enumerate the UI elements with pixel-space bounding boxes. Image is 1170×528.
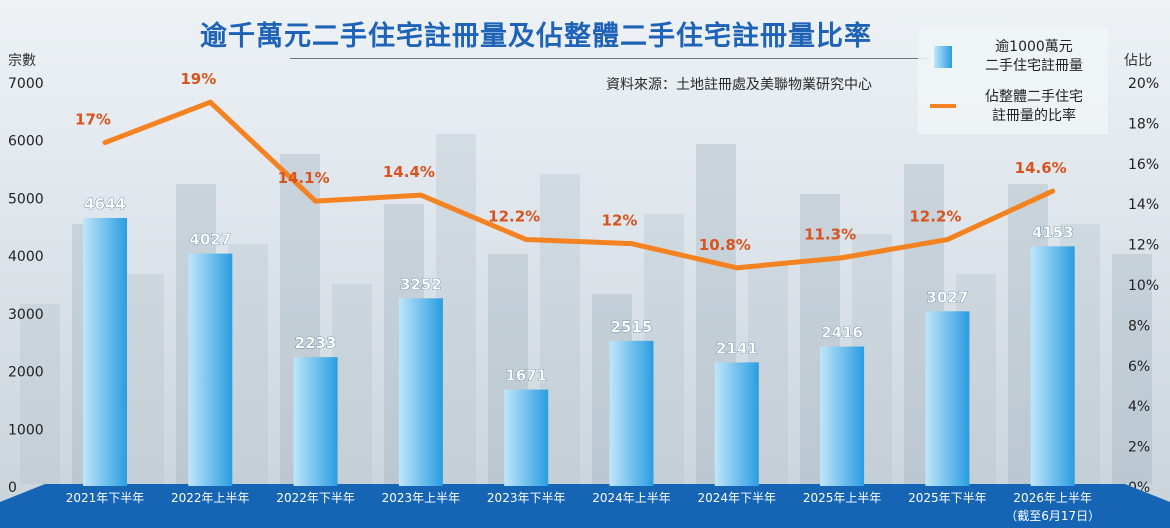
- y2-tick-label: 2%: [1128, 440, 1150, 456]
- y-tick-label: 4000: [8, 249, 44, 265]
- y2-tick-label: 10%: [1128, 278, 1159, 294]
- y-tick-label: 0: [8, 480, 17, 496]
- legend: 逾1000萬元 二手住宅註冊量 佔整體二手住宅 註冊量的比率: [918, 28, 1108, 134]
- background-building: [332, 284, 372, 484]
- bar-value-label: 3252: [400, 275, 442, 293]
- ratio-point: [734, 265, 740, 271]
- y2-tick-label: 14%: [1128, 197, 1159, 213]
- bar: [504, 389, 549, 486]
- source-note: 資料來源：土地註冊處及美聯物業研究中心: [606, 77, 872, 93]
- ratio-point: [944, 237, 950, 243]
- ratio-value-label: 17%: [75, 111, 111, 129]
- x-tick-note: （截至6月17日）: [1005, 509, 1100, 523]
- y-tick-label: 3000: [8, 307, 44, 323]
- y-tick-label: 5000: [8, 191, 44, 207]
- ratio-value-label: 14.4%: [383, 163, 435, 181]
- y-tick-label: 1000: [8, 422, 44, 438]
- y2-tick-label: 6%: [1128, 359, 1150, 375]
- bar-value-label: 4027: [189, 231, 231, 249]
- ratio-value-label: 12.2%: [909, 208, 961, 226]
- bar-value-label: 3027: [927, 288, 969, 306]
- legend-item-line: 佔整體二手住宅 註冊量的比率: [918, 86, 1108, 130]
- x-axis-band: [0, 484, 1170, 528]
- ratio-value-label: 14.1%: [278, 169, 330, 187]
- x-tick-label: 2023年下半年: [487, 491, 566, 505]
- y2-tick-label: 12%: [1128, 238, 1159, 254]
- ratio-point: [313, 198, 319, 204]
- x-tick-label: 2023年上半年: [382, 491, 461, 505]
- x-tick-label: 2026年上半年: [1013, 491, 1092, 505]
- bar-value-label: 2141: [716, 339, 758, 357]
- bar-value-label: 4644: [84, 195, 126, 213]
- title-divider: [290, 58, 930, 59]
- bar: [398, 298, 443, 486]
- y2-tick-label: 4%: [1128, 399, 1150, 415]
- x-tick-label: 2021年下半年: [66, 491, 145, 505]
- ratio-value-label: 10.8%: [699, 236, 751, 254]
- bar: [188, 253, 233, 486]
- y2-tick-label: 8%: [1128, 318, 1150, 334]
- ratio-point: [839, 255, 845, 261]
- ratio-value-label: 12.2%: [488, 208, 540, 226]
- x-tick-label: 2024年上半年: [592, 491, 671, 505]
- y-tick-label: 7000: [8, 76, 44, 92]
- chart-title: 逾千萬元二手住宅註冊量及佔整體二手住宅註冊量比率: [200, 21, 872, 52]
- y2-tick-label: 18%: [1128, 116, 1159, 132]
- bar-value-label: 4153: [1032, 223, 1074, 241]
- ratio-value-label: 11.3%: [804, 226, 856, 244]
- x-tick-label: 2022年下半年: [276, 491, 355, 505]
- legend-line-swatch: [930, 104, 956, 108]
- bar: [1030, 246, 1075, 486]
- legend-bar-label: 逾1000萬元 二手住宅註冊量: [985, 39, 1083, 74]
- y-tick-label: 6000: [8, 134, 44, 150]
- background-building: [228, 244, 268, 484]
- bar: [293, 357, 338, 486]
- x-tick-label: 2022年上半年: [171, 491, 250, 505]
- ratio-point: [102, 140, 108, 146]
- x-tick-label: 2025年上半年: [803, 491, 882, 505]
- bar-value-label: 1671: [505, 367, 547, 385]
- ratio-value-label: 14.6%: [1015, 159, 1067, 177]
- ratio-value-label: 12%: [602, 212, 638, 230]
- ratio-point: [1050, 188, 1056, 194]
- x-tick-label: 2024年下半年: [698, 491, 777, 505]
- ratio-line: [104, 99, 1054, 271]
- ratio-point: [207, 99, 213, 105]
- background-building: [124, 274, 164, 484]
- y2-tick-label: 16%: [1128, 157, 1159, 173]
- bar-value-label: 2515: [611, 318, 653, 336]
- legend-bar-swatch: [934, 46, 952, 68]
- y-axis-title: 宗數: [8, 53, 36, 69]
- ratio-point: [629, 241, 634, 247]
- y2-axis-title: 佔比: [1124, 53, 1152, 69]
- bar: [925, 311, 970, 486]
- bar: [820, 346, 865, 486]
- bar: [83, 217, 127, 486]
- bar: [609, 340, 654, 486]
- x-tick-label: 2025年下半年: [908, 491, 987, 505]
- y-tick-label: 2000: [8, 365, 44, 381]
- bar: [714, 362, 759, 486]
- background-building: [1112, 254, 1152, 484]
- ratio-value-label: 19%: [180, 70, 216, 88]
- bar-value-label: 2416: [821, 324, 863, 342]
- ratio-point: [418, 192, 424, 198]
- y2-tick-label: 20%: [1128, 76, 1159, 92]
- ratio-point: [523, 237, 529, 243]
- legend-item-bars: 逾1000萬元 二手住宅註冊量: [918, 36, 1108, 80]
- bar-value-label: 2233: [295, 334, 337, 352]
- legend-line-label: 佔整體二手住宅 註冊量的比率: [985, 89, 1083, 124]
- background-building: [20, 304, 60, 484]
